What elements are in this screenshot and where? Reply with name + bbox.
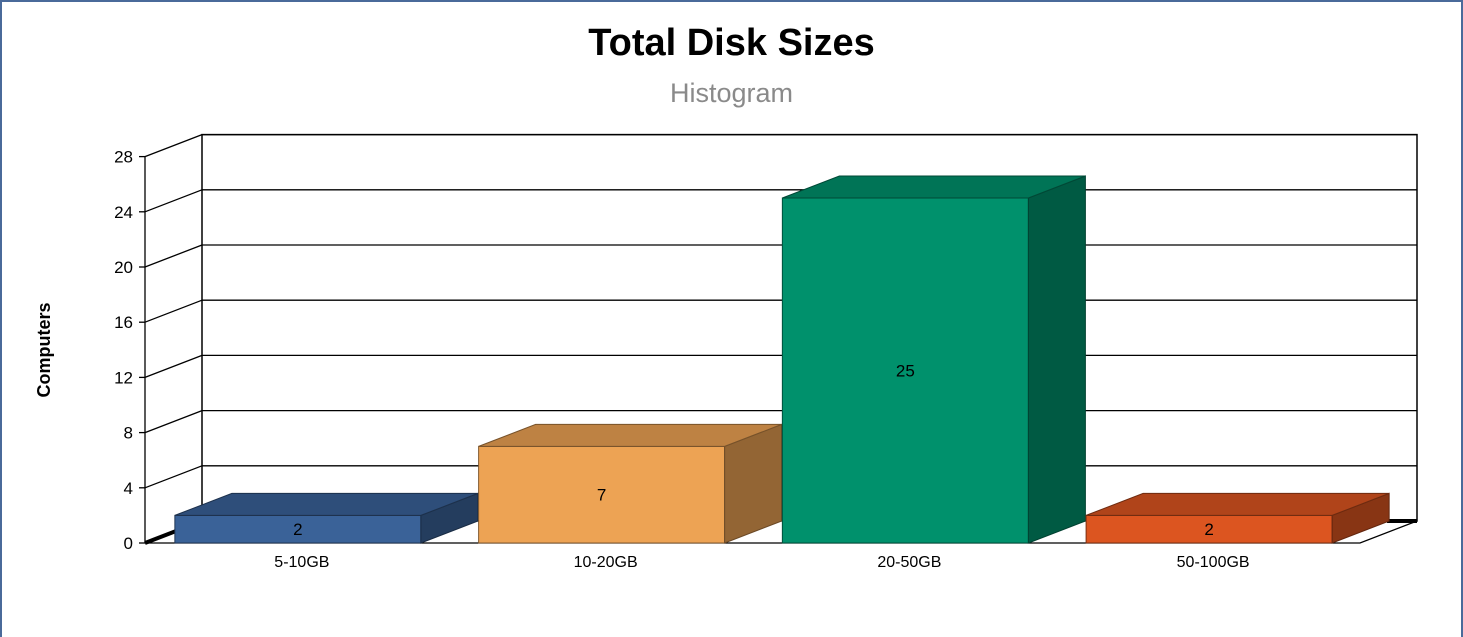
bar-5-10GB (175, 493, 478, 543)
bar-value-label: 2 (293, 520, 302, 539)
gridline-depth (145, 300, 202, 322)
y-tick-label: 28 (114, 148, 133, 167)
bar-20-50GB (782, 176, 1085, 543)
y-tick-label: 4 (124, 479, 133, 498)
y-tick-label: 12 (114, 368, 133, 387)
y-tick-label: 0 (124, 534, 133, 553)
y-tick-label: 16 (114, 313, 133, 332)
y-tick-label: 8 (124, 424, 133, 443)
gridline-depth (145, 411, 202, 433)
gridline-depth (145, 135, 202, 157)
y-tick-label: 24 (114, 203, 133, 222)
y-tick-label: 20 (114, 258, 133, 277)
gridline-depth (145, 466, 202, 488)
gridline-depth (145, 190, 202, 212)
x-tick-label: 20-50GB (877, 554, 941, 571)
x-tick-label: 5-10GB (274, 554, 329, 571)
x-tick-label: 10-20GB (574, 554, 638, 571)
x-tick-label: 50-100GB (1177, 554, 1250, 571)
bar-value-label: 25 (896, 362, 915, 381)
bar-side (1028, 176, 1085, 543)
gridline-depth (145, 245, 202, 267)
bar-10-20GB (479, 424, 782, 543)
bar-50-100GB (1086, 493, 1389, 543)
gridline-depth (145, 355, 202, 377)
bar-value-label: 7 (597, 486, 606, 505)
y-axis-label: Computers (34, 302, 54, 397)
bar-value-label: 2 (1204, 520, 1213, 539)
